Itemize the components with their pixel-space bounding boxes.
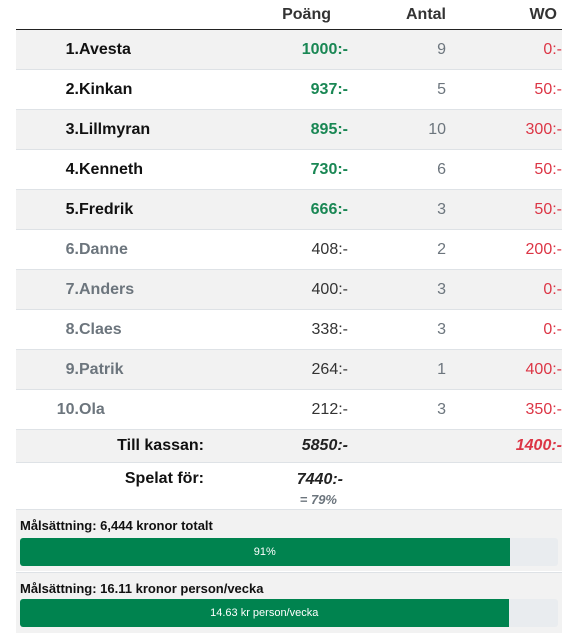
header-count: Antal: [348, 0, 446, 30]
player-count: 3: [348, 189, 446, 230]
player-name: Avesta: [79, 29, 224, 70]
kassan-row: Till kassan: 5850:- 1400:-: [16, 429, 562, 463]
player-name: Lillmyran: [79, 109, 224, 150]
player-points: 408:-: [224, 229, 348, 270]
player-points: 730:-: [224, 149, 348, 190]
table-row: 9. Patrik 264:- 1 400:-: [16, 349, 562, 390]
player-points: 400:-: [224, 269, 348, 310]
player-count: 6: [348, 149, 446, 190]
player-wo: 50:-: [446, 189, 562, 230]
player-wo: 50:-: [446, 149, 562, 190]
table-row: 6. Danne 408:- 2 200:-: [16, 229, 562, 270]
player-name: Anders: [79, 269, 224, 310]
goal-weekly-progress-fill: 14.63 kr person/vecka: [20, 599, 509, 627]
player-points: 338:-: [224, 309, 348, 350]
table-row: 7. Anders 400:- 3 0:-: [16, 269, 562, 310]
player-rank: 3.: [16, 109, 79, 150]
header-wo: WO: [446, 0, 562, 30]
player-rank: 7.: [16, 269, 79, 310]
player-name: Kenneth: [79, 149, 224, 190]
player-rank: 6.: [16, 229, 79, 270]
goal-total-progress-fill: 91%: [20, 538, 510, 566]
player-rank: 8.: [16, 309, 79, 350]
player-count: 3: [348, 309, 446, 350]
leaderboard-table: Poäng Antal WO 1. Avesta 1000:- 9 0:- 2. Kinka…: [16, 0, 562, 523]
player-count: 1: [348, 349, 446, 390]
kassan-label: Till kassan:: [16, 429, 224, 463]
player-count: 5: [348, 69, 446, 110]
played-percent: = 79%: [299, 492, 337, 507]
header-points: Poäng: [224, 0, 348, 30]
player-points: 895:-: [224, 109, 348, 150]
goal-total-title: Målsättning: 6,444 kronor totalt: [20, 518, 213, 533]
table-row: 8. Claes 338:- 3 0:-: [16, 309, 562, 350]
goal-total-progress-bar: 91%: [20, 538, 558, 566]
player-rank: 4.: [16, 149, 79, 190]
player-count: 10: [348, 109, 446, 150]
player-name: Kinkan: [79, 69, 224, 110]
player-count: 3: [348, 389, 446, 430]
player-count: 2: [348, 229, 446, 270]
kassan-wo: 1400:-: [446, 429, 562, 463]
player-name: Danne: [79, 229, 224, 270]
player-points: 937:-: [224, 69, 348, 110]
player-rank: 5.: [16, 189, 79, 230]
player-wo: 50:-: [446, 69, 562, 110]
player-count: 3: [348, 269, 446, 310]
player-points: 1000:-: [224, 29, 348, 70]
table-row: 3. Lillmyran 895:- 10 300:-: [16, 109, 562, 150]
player-name: Fredrik: [79, 189, 224, 230]
player-rank: 2.: [16, 69, 79, 110]
table-row: 10. Ola 212:- 3 350:-: [16, 389, 562, 430]
player-name: Ola: [79, 389, 224, 430]
table-row: 4. Kenneth 730:- 6 50:-: [16, 149, 562, 190]
player-name: Patrik: [79, 349, 224, 390]
player-wo: 350:-: [446, 389, 562, 430]
player-wo: 0:-: [446, 29, 562, 70]
player-wo: 400:-: [446, 349, 562, 390]
player-name: Claes: [79, 309, 224, 350]
goal-total: Målsättning: 6,444 kronor totalt 91%: [16, 509, 562, 571]
table-row: 1. Avesta 1000:- 9 0:-: [16, 29, 562, 70]
played-points: 7440:-: [296, 471, 343, 488]
goal-weekly-progress-bar: 14.63 kr person/vecka: [20, 599, 558, 627]
player-points: 212:-: [224, 389, 348, 430]
player-points: 666:-: [224, 189, 348, 230]
player-wo: 300:-: [446, 109, 562, 150]
player-points: 264:-: [224, 349, 348, 390]
table-header: Poäng Antal WO: [16, 0, 562, 30]
goal-weekly-title: Målsättning: 16.11 kronor person/vecka: [20, 581, 264, 596]
player-wo: 0:-: [446, 269, 562, 310]
goal-weekly: Målsättning: 16.11 kronor person/vecka 1…: [16, 572, 562, 633]
player-wo: 200:-: [446, 229, 562, 270]
table-row: 2. Kinkan 937:- 5 50:-: [16, 69, 562, 110]
player-rank: 1.: [16, 29, 79, 70]
player-wo: 0:-: [446, 309, 562, 350]
player-count: 9: [348, 29, 446, 70]
player-rank: 10.: [16, 389, 79, 430]
player-rank: 9.: [16, 349, 79, 390]
table-row: 5. Fredrik 666:- 3 50:-: [16, 189, 562, 230]
kassan-points: 5850:-: [224, 429, 348, 463]
